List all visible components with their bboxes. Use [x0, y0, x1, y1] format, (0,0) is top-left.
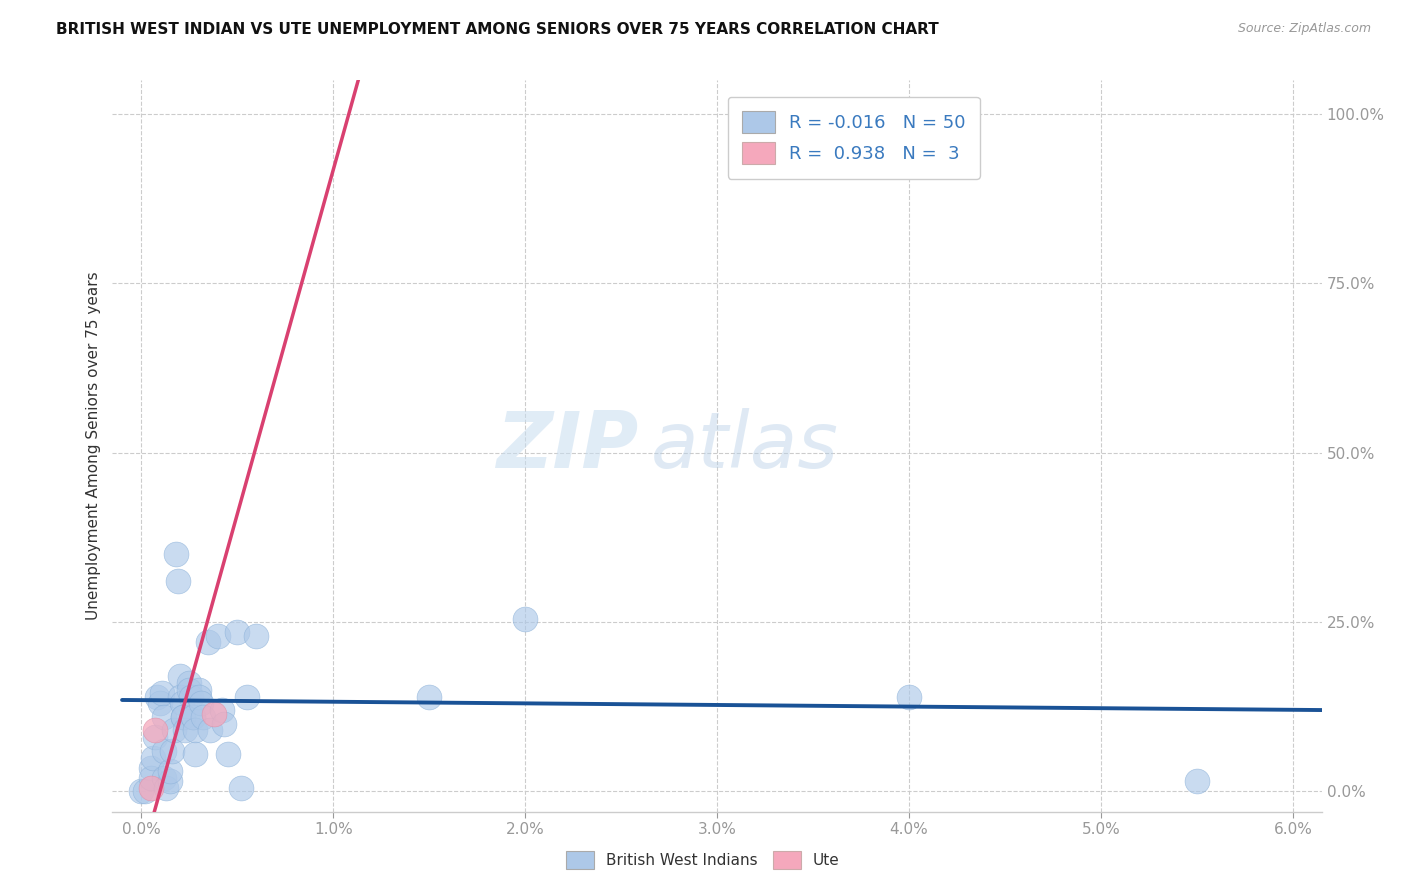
Point — [179, 676, 201, 690]
Point — [143, 730, 166, 744]
Point — [179, 682, 201, 697]
Point — [149, 697, 172, 711]
Point — [153, 710, 176, 724]
Point — [202, 706, 225, 721]
Point — [170, 697, 193, 711]
Point — [169, 690, 191, 704]
Point — [160, 744, 183, 758]
Point — [190, 697, 212, 711]
Legend: R = -0.016   N = 50, R =  0.938   N =  3: R = -0.016 N = 50, R = 0.938 N = 3 — [728, 96, 980, 178]
Point — [211, 703, 233, 717]
Point — [153, 744, 176, 758]
Point — [513, 612, 536, 626]
Point — [187, 682, 209, 697]
Point — [159, 764, 181, 778]
Point — [898, 690, 921, 704]
Point — [181, 710, 204, 724]
Point — [143, 723, 166, 738]
Point — [139, 780, 162, 795]
Point — [169, 669, 191, 683]
Point — [229, 780, 252, 795]
Point — [139, 771, 162, 785]
Text: ZIP: ZIP — [496, 408, 638, 484]
Point — [187, 690, 209, 704]
Point — [155, 780, 177, 795]
Point — [226, 625, 249, 640]
Point — [163, 723, 186, 738]
Point — [159, 774, 181, 789]
Point — [129, 784, 152, 798]
Point — [142, 750, 165, 764]
Y-axis label: Unemployment Among Seniors over 75 years: Unemployment Among Seniors over 75 years — [86, 272, 101, 620]
Point — [150, 686, 173, 700]
Text: BRITISH WEST INDIAN VS UTE UNEMPLOYMENT AMONG SENIORS OVER 75 YEARS CORRELATION : BRITISH WEST INDIAN VS UTE UNEMPLOYMENT … — [56, 22, 939, 37]
Point — [184, 723, 207, 738]
Point — [200, 723, 222, 738]
Point — [173, 710, 195, 724]
Point — [153, 771, 176, 785]
Text: atlas: atlas — [651, 408, 838, 484]
Point — [236, 690, 259, 704]
Point — [165, 547, 187, 561]
Point — [173, 710, 195, 724]
Point — [245, 629, 267, 643]
Point — [184, 747, 207, 761]
Point — [197, 635, 219, 649]
Legend: British West Indians, Ute: British West Indians, Ute — [561, 845, 845, 875]
Point — [134, 784, 156, 798]
Point — [418, 690, 440, 704]
Point — [207, 629, 229, 643]
Point — [166, 574, 188, 589]
Point — [191, 710, 214, 724]
Point — [139, 761, 162, 775]
Point — [1185, 774, 1208, 789]
Point — [180, 690, 202, 704]
Point — [212, 716, 235, 731]
Point — [174, 723, 197, 738]
Point — [145, 690, 167, 704]
Point — [181, 710, 204, 724]
Point — [217, 747, 239, 761]
Text: Source: ZipAtlas.com: Source: ZipAtlas.com — [1237, 22, 1371, 36]
